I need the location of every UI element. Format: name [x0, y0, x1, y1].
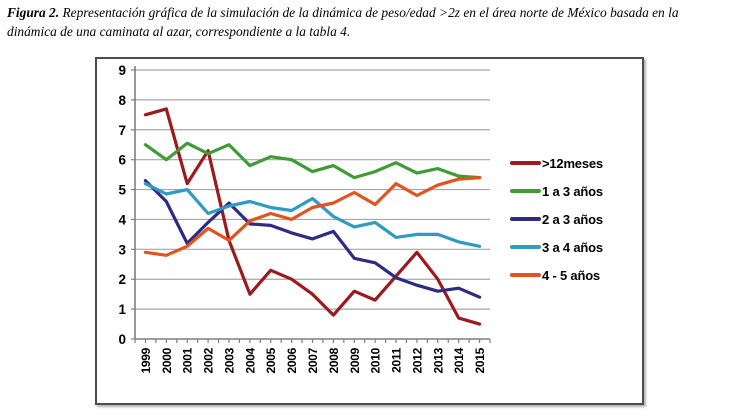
y-tick-label: 2 — [118, 272, 126, 287]
figure-caption-label: Figura 2. — [7, 5, 60, 20]
x-tick-label: 2010 — [369, 347, 383, 373]
legend-label: 4 - 5 años — [542, 267, 600, 283]
legend-label: 3 a 4 años — [542, 239, 603, 255]
legend-item: 4 - 5 años — [510, 261, 640, 289]
y-tick-label: 1 — [118, 302, 126, 317]
chart-box: 0 1 2 3 4 5 6 7 8 9 1999 2000 2001 2002 2003 2004 2005 20… — [95, 57, 644, 405]
legend-item: 1 a 3 años — [510, 177, 640, 205]
legend-label: 2 a 3 años — [542, 211, 603, 227]
series-line-0 — [143, 107, 482, 326]
legend-swatch — [510, 161, 541, 165]
x-tick-label: 2004 — [243, 347, 257, 373]
y-tick-label: 3 — [118, 242, 126, 257]
legend-label: >12meses — [542, 155, 603, 171]
x-tick-label: 2000 — [160, 347, 174, 373]
x-tick-label: 2013 — [431, 347, 445, 373]
series-line-2 — [143, 178, 482, 299]
series-line-3 — [143, 181, 482, 248]
x-tick-label: 2012 — [410, 347, 424, 373]
y-tick-label: 7 — [118, 123, 126, 138]
chart-area: 0 1 2 3 4 5 6 7 8 9 1999 2000 2001 2002 2003 2004 2005 20… — [97, 59, 642, 403]
legend-swatch — [510, 217, 541, 221]
y-tick-label: 4 — [118, 212, 126, 227]
legend-item: 2 a 3 años — [510, 205, 640, 233]
legend-label: 1 a 3 años — [542, 183, 603, 199]
x-tick-label: 2003 — [222, 347, 236, 373]
chart-legend: >12meses 1 a 3 años 2 a 3 años 3 a 4 años 4 … — [510, 149, 640, 289]
legend-item: >12meses — [510, 149, 640, 177]
y-tick-label: 6 — [118, 153, 126, 168]
x-tick-label: 2001 — [181, 347, 195, 373]
x-tick-label: 2006 — [285, 347, 299, 373]
x-tick-label: 1999 — [139, 347, 153, 373]
series-line-4 — [143, 175, 482, 257]
figure-caption: Figura 2. Representación gráfica de la s… — [7, 3, 730, 42]
legend-item: 3 a 4 años — [510, 233, 640, 261]
series-line-1 — [143, 141, 482, 180]
x-tick-label: 2015 — [473, 347, 487, 373]
figure-caption-text: Representación gráfica de la simulación … — [7, 5, 679, 40]
x-tick-label: 2014 — [452, 347, 466, 373]
line-chart-svg: 0 1 2 3 4 5 6 7 8 9 1999 2000 2001 2002 2003 2004 2005 20… — [118, 63, 491, 374]
legend-swatch — [510, 189, 541, 193]
x-tick-label: 2002 — [202, 347, 216, 373]
x-tick-label: 2011 — [390, 347, 404, 372]
x-tick-label: 2005 — [264, 347, 278, 373]
legend-swatch — [510, 245, 541, 249]
x-tick-label: 2007 — [306, 347, 320, 373]
legend-swatch — [510, 273, 541, 277]
y-tick-label: 9 — [118, 63, 126, 78]
x-tick-label: 2009 — [348, 347, 362, 373]
x-tick-label: 2008 — [327, 347, 341, 373]
y-tick-label: 8 — [118, 93, 126, 108]
y-tick-label: 5 — [118, 183, 126, 198]
y-tick-label: 0 — [118, 332, 126, 347]
